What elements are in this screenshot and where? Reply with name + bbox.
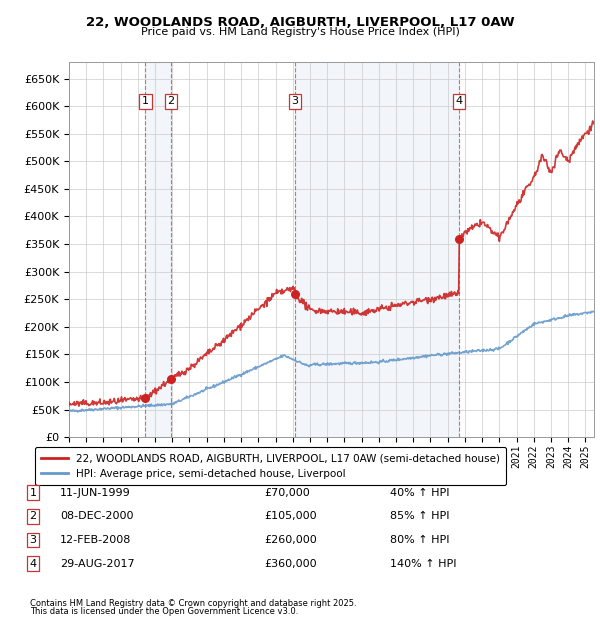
Text: 12-FEB-2008: 12-FEB-2008 bbox=[60, 535, 131, 545]
Text: 4: 4 bbox=[455, 96, 463, 107]
Text: 2: 2 bbox=[167, 96, 175, 107]
Text: Contains HM Land Registry data © Crown copyright and database right 2025.: Contains HM Land Registry data © Crown c… bbox=[30, 598, 356, 608]
Text: 40% ↑ HPI: 40% ↑ HPI bbox=[390, 488, 449, 498]
Text: Price paid vs. HM Land Registry's House Price Index (HPI): Price paid vs. HM Land Registry's House … bbox=[140, 27, 460, 37]
Text: 1: 1 bbox=[142, 96, 149, 107]
Text: 80% ↑ HPI: 80% ↑ HPI bbox=[390, 535, 449, 545]
Text: 3: 3 bbox=[292, 96, 298, 107]
Bar bbox=[295, 62, 459, 437]
Text: 29-AUG-2017: 29-AUG-2017 bbox=[60, 559, 134, 569]
Text: 1: 1 bbox=[29, 488, 37, 498]
Text: 2: 2 bbox=[29, 512, 37, 521]
Text: 140% ↑ HPI: 140% ↑ HPI bbox=[390, 559, 457, 569]
Text: £260,000: £260,000 bbox=[264, 535, 317, 545]
Legend: 22, WOODLANDS ROAD, AIGBURTH, LIVERPOOL, L17 0AW (semi-detached house), HPI: Ave: 22, WOODLANDS ROAD, AIGBURTH, LIVERPOOL,… bbox=[35, 447, 506, 485]
Bar bbox=[145, 62, 171, 437]
Text: 3: 3 bbox=[29, 535, 37, 545]
Text: This data is licensed under the Open Government Licence v3.0.: This data is licensed under the Open Gov… bbox=[30, 606, 298, 616]
Text: 22, WOODLANDS ROAD, AIGBURTH, LIVERPOOL, L17 0AW: 22, WOODLANDS ROAD, AIGBURTH, LIVERPOOL,… bbox=[86, 16, 514, 29]
Text: £105,000: £105,000 bbox=[264, 512, 317, 521]
Text: 4: 4 bbox=[29, 559, 37, 569]
Text: 85% ↑ HPI: 85% ↑ HPI bbox=[390, 512, 449, 521]
Text: 11-JUN-1999: 11-JUN-1999 bbox=[60, 488, 131, 498]
Text: £70,000: £70,000 bbox=[264, 488, 310, 498]
Text: £360,000: £360,000 bbox=[264, 559, 317, 569]
Text: 08-DEC-2000: 08-DEC-2000 bbox=[60, 512, 133, 521]
